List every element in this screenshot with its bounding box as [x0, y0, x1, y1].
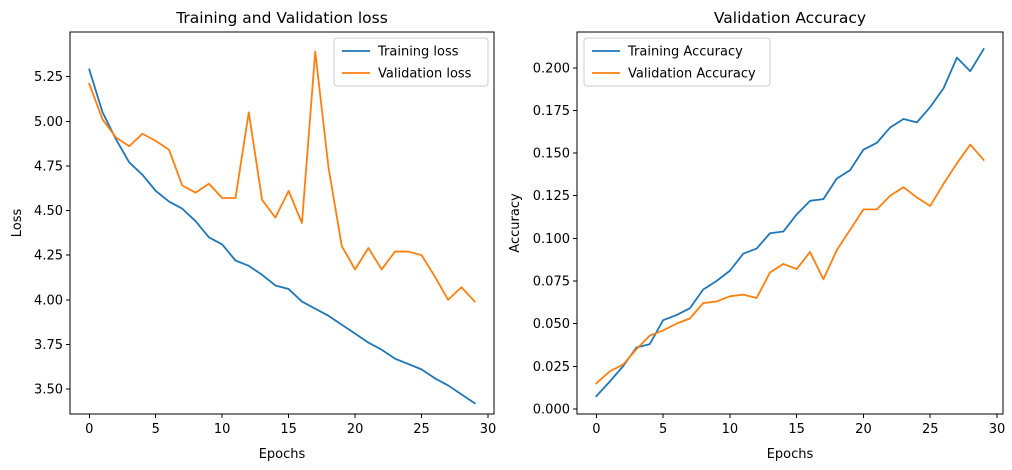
x-axis-label: Epochs: [259, 447, 306, 462]
y-tick-label: 4.75: [34, 159, 63, 174]
series-line-validation-loss: [88, 50, 477, 303]
chart-panel-2: 0 5 10 15 20 25 30 0.000 0.025 0.050 0.075 0.100 0.1…: [508, 9, 1005, 462]
x-tick-label: 25: [413, 422, 430, 437]
y-tick-label: 0.200: [533, 61, 570, 76]
y-axis-label: Loss: [10, 209, 25, 238]
x-tick-label: 15: [280, 422, 297, 437]
x-axis-label: Epochs: [767, 447, 814, 462]
legend-label: Validation Accuracy: [628, 67, 756, 82]
x-tick-label: 0: [592, 422, 600, 437]
y-tick-label: 0.050: [533, 317, 570, 332]
y-tick-label: 0.025: [533, 360, 570, 375]
legend-label: Validation loss: [378, 67, 472, 82]
y-tick-label: 4.50: [34, 204, 63, 219]
x-tick-label: 20: [855, 422, 872, 437]
plot-frame: [69, 31, 495, 415]
series-group: [595, 47, 985, 398]
y-tick-label: 0.075: [533, 274, 570, 289]
y-tick-label: 0.100: [533, 232, 570, 247]
x-tick-label: 10: [722, 422, 739, 437]
legend-box: [583, 37, 771, 87]
y-tick-label: 3.50: [34, 383, 63, 398]
y-tick-label: 0.150: [533, 147, 570, 162]
series-line-validation-accuracy: [595, 143, 985, 385]
x-tick-label: 5: [659, 422, 667, 437]
series-line-training-loss: [88, 68, 476, 405]
y-tick-label: 5.25: [34, 70, 63, 85]
y-tick-label: 5.00: [34, 115, 63, 130]
plot-frame: [576, 31, 1004, 415]
x-tick-label: 30: [480, 422, 497, 437]
y-tick-label: 4.00: [34, 293, 63, 308]
legend-label: Training Accuracy: [627, 45, 743, 60]
x-tick-label: 25: [922, 422, 939, 437]
x-tick-label: 10: [214, 422, 231, 437]
y-tick-label: 3.75: [34, 338, 63, 353]
legend-box: [333, 37, 489, 87]
x-tick-label: 30: [989, 422, 1006, 437]
y-tick-label: 0.175: [533, 104, 570, 119]
chart-panel-1: 0 5 10 15 20 25 30 3.50 3.75 4.00 4.25 4.50 4.75 5.00…: [10, 9, 496, 462]
x-tick-label: 20: [347, 422, 364, 437]
legend-label: Training loss: [377, 45, 459, 60]
chart-title: Training and Validation loss: [175, 9, 388, 27]
y-tick-label: 4.25: [34, 249, 63, 264]
series-line-training-accuracy: [595, 47, 985, 398]
x-tick-label: 5: [152, 422, 160, 437]
chart-title: Validation Accuracy: [714, 9, 866, 27]
y-tick-label: 0.125: [533, 189, 570, 204]
x-tick-label: 0: [85, 422, 93, 437]
y-tick-label: 0.000: [533, 402, 570, 417]
y-axis-label: Accuracy: [508, 193, 523, 253]
legend: Training Accuracy Validation Accuracy: [583, 37, 771, 87]
x-tick-label: 15: [788, 422, 805, 437]
series-group: [88, 50, 477, 405]
legend: Training loss Validation loss: [333, 37, 489, 87]
